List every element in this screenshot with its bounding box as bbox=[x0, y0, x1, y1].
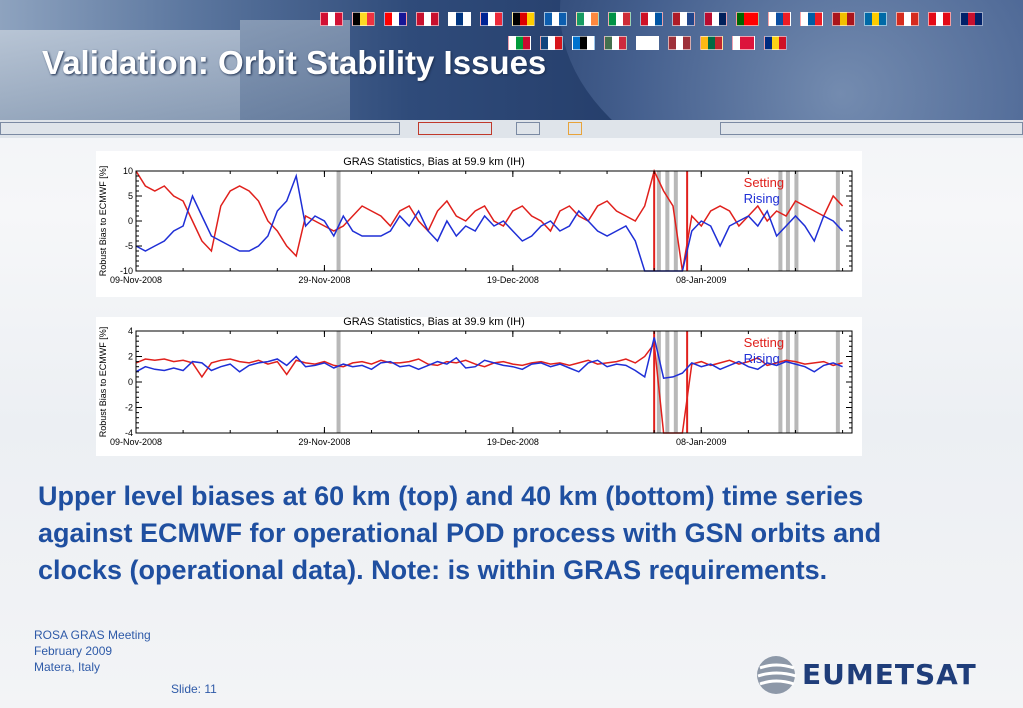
legend-entry-setting: Setting bbox=[744, 175, 784, 190]
gap-marker bbox=[336, 171, 341, 271]
flag-row bbox=[320, 12, 1020, 56]
legend-entry-rising: Rising bbox=[744, 191, 780, 206]
y-tick-label: 0 bbox=[128, 377, 133, 387]
decorative-strip bbox=[0, 120, 1023, 138]
flag-icon bbox=[732, 36, 755, 50]
flag-icon bbox=[700, 36, 723, 50]
y-axis-label: Robust Bias to ECMWF [%] bbox=[98, 166, 108, 277]
flag-icon bbox=[384, 12, 407, 26]
series-line-rising bbox=[135, 337, 843, 380]
gap-marker bbox=[835, 331, 840, 433]
flag-icon bbox=[508, 36, 531, 50]
gap-marker bbox=[785, 171, 790, 271]
y-tick-label: 5 bbox=[128, 191, 133, 201]
flag-icon bbox=[572, 36, 595, 50]
y-tick-label: -2 bbox=[125, 403, 133, 413]
flag-icon bbox=[768, 12, 791, 26]
y-tick-label: -5 bbox=[125, 241, 133, 251]
chart-title: GRAS Statistics, Bias at 39.9 km (IH) bbox=[343, 317, 525, 328]
flag-icon bbox=[540, 36, 563, 50]
x-tick-label: 08-Jan-2009 bbox=[676, 437, 727, 447]
flag-icon bbox=[544, 12, 567, 26]
flag-icon bbox=[896, 12, 919, 26]
gap-marker bbox=[785, 331, 790, 433]
gap-marker bbox=[778, 331, 783, 433]
footer-info: ROSA GRAS Meeting February 2009 Matera, … bbox=[34, 627, 151, 675]
y-tick-label: -4 bbox=[125, 428, 133, 438]
building-image bbox=[0, 30, 240, 125]
flag-icon bbox=[736, 12, 759, 26]
x-tick-label: 08-Jan-2009 bbox=[676, 275, 727, 285]
series-line-setting bbox=[135, 168, 844, 272]
footer-date: February 2009 bbox=[34, 644, 113, 658]
flag-icon bbox=[704, 12, 727, 26]
x-tick-label: 09-Nov-2008 bbox=[110, 275, 162, 285]
logo-text: EUMETSAT bbox=[802, 658, 977, 691]
gap-marker bbox=[656, 171, 661, 271]
flag-icon bbox=[352, 12, 375, 26]
chart-svg-bottom: GRAS Statistics, Bias at 39.9 km (IH) Rob… bbox=[98, 317, 853, 447]
y-axis-label: Robust Bias to ECMWF [%] bbox=[98, 327, 108, 438]
building-image-2 bbox=[240, 20, 350, 125]
gap-marker bbox=[794, 331, 799, 433]
strip-segment bbox=[516, 122, 540, 135]
gap-marker bbox=[665, 171, 670, 271]
footer-meeting: ROSA GRAS Meeting bbox=[34, 628, 151, 642]
flag-icon bbox=[416, 12, 439, 26]
flag-icon bbox=[636, 36, 659, 50]
strip-segment bbox=[568, 122, 582, 135]
series-line-setting bbox=[135, 341, 843, 434]
flag-icon bbox=[764, 36, 787, 50]
x-tick-label: 29-Nov-2008 bbox=[298, 275, 350, 285]
flag-icon bbox=[320, 12, 343, 26]
flag-icon bbox=[960, 12, 983, 26]
chart-panel-bottom: GRAS Statistics, Bias at 39.9 km (IH) Rob… bbox=[96, 317, 862, 456]
globe-logo-icon bbox=[757, 656, 797, 694]
slide-caption: Upper level biases at 60 km (top) and 40… bbox=[38, 481, 882, 585]
footer-location: Matera, Italy bbox=[34, 660, 101, 674]
x-tick-label: 29-Nov-2008 bbox=[298, 437, 350, 447]
flag-icon bbox=[668, 36, 691, 50]
strip-segment bbox=[0, 122, 400, 135]
flag-icon bbox=[928, 12, 951, 26]
flag-icon bbox=[608, 12, 631, 26]
chart-svg-top: GRAS Statistics, Bias at 59.9 km (IH) Rob… bbox=[98, 156, 853, 285]
gap-marker bbox=[835, 171, 840, 271]
flag-icon bbox=[512, 12, 535, 26]
legend-entry-setting: Setting bbox=[744, 335, 784, 350]
chart-panel-top: GRAS Statistics, Bias at 59.9 km (IH) Rob… bbox=[96, 151, 862, 297]
y-tick-label: 4 bbox=[128, 326, 133, 336]
gap-marker bbox=[336, 331, 341, 433]
gap-marker bbox=[778, 171, 783, 271]
x-tick-label: 19-Dec-2008 bbox=[487, 275, 539, 285]
x-tick-label: 19-Dec-2008 bbox=[487, 437, 539, 447]
gap-marker bbox=[673, 331, 678, 433]
flag-icon bbox=[672, 12, 695, 26]
strip-segment bbox=[720, 122, 1023, 135]
flag-icon bbox=[576, 12, 599, 26]
flag-icon bbox=[832, 12, 855, 26]
flag-icon bbox=[480, 12, 503, 26]
series-line-rising bbox=[135, 173, 844, 272]
y-tick-label: 10 bbox=[123, 166, 133, 176]
y-tick-label: 0 bbox=[128, 216, 133, 226]
legend-entry-rising: Rising bbox=[744, 351, 780, 366]
flag-icon bbox=[640, 12, 663, 26]
flag-icon bbox=[448, 12, 471, 26]
slide-title: Validation: Orbit Stability Issues bbox=[42, 44, 547, 81]
flag-icon bbox=[604, 36, 627, 50]
x-tick-label: 09-Nov-2008 bbox=[110, 437, 162, 447]
flag-icon bbox=[864, 12, 887, 26]
header-banner: Validation: Orbit Stability Issues bbox=[0, 0, 1023, 138]
eumetsat-logo: EUMETSAT bbox=[754, 652, 984, 700]
gap-marker bbox=[665, 331, 670, 433]
gap-marker bbox=[794, 171, 799, 271]
y-tick-label: 2 bbox=[128, 352, 133, 362]
flag-icon bbox=[800, 12, 823, 26]
y-tick-label: -10 bbox=[120, 266, 133, 276]
chart-title: GRAS Statistics, Bias at 59.9 km (IH) bbox=[343, 156, 525, 168]
slide-number: Slide: 11 bbox=[171, 682, 217, 696]
strip-segment bbox=[418, 122, 492, 135]
